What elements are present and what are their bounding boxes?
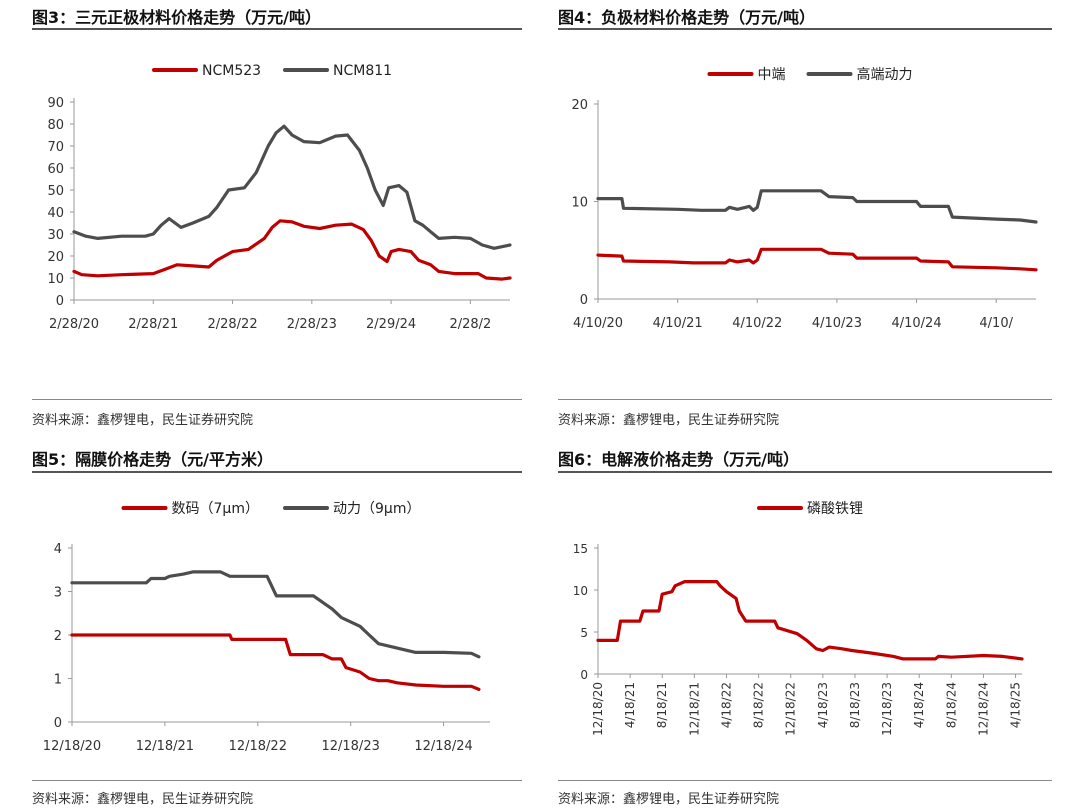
legend-label: 数码（7μm）: [172, 501, 259, 517]
series-line: [596, 580, 1024, 661]
x-tick-label: 4/18/23: [816, 682, 830, 728]
x-tick-label: 12/18/24: [976, 682, 990, 736]
title-divider: [32, 28, 522, 30]
y-tick-label: 10: [571, 196, 588, 211]
x-tick-label: 2/29/24: [366, 317, 416, 332]
series-line: [596, 189, 1038, 224]
series-line: [72, 219, 512, 281]
x-tick-label: 4/18/22: [719, 682, 733, 728]
x-tick-label: 12/18/22: [229, 739, 287, 754]
fig6-chart: 0 5 10 15 12/18/20 4/18/21 8/18/21 12/18/21 4/18…: [573, 501, 1024, 736]
y-tick-label: 80: [47, 118, 64, 133]
source-divider: [558, 780, 1052, 781]
fig5-panel: 图5：隔膜价格走势（元/平方米） 0 1 2 3 4 12/18/20 12/18/21 12…: [32, 440, 522, 810]
x-tick-label: 12/18/20: [43, 739, 101, 754]
y-tick-label: 4: [54, 542, 62, 557]
y-tick-label: 2: [54, 629, 62, 644]
source-note: 资料来源：鑫椤锂电，民生证券研究院: [32, 413, 254, 428]
legend-label: 磷酸铁锂: [807, 501, 863, 517]
chart-title: 图3：三元正极材料价格走势（万元/吨）: [32, 8, 321, 27]
legend-label: NCM811: [333, 63, 392, 79]
fig6-panel: 图6：电解液价格走势（万元/吨） 0 5 10 15 12/18/20 4/18/21 8/…: [558, 440, 1052, 810]
y-tick-label: 15: [573, 542, 588, 556]
source-note: 资料来源：鑫椤锂电，民生证券研究院: [558, 413, 780, 428]
x-tick-label: 8/18/22: [752, 682, 766, 728]
x-tick-label: 4/18/25: [1009, 682, 1023, 728]
y-tick-label: 40: [47, 206, 64, 221]
x-tick-label: 4/10/20: [573, 316, 623, 331]
fig5-chart: 0 1 2 3 4 12/18/20 12/18/21 12/18/22 12/18/23 12/…: [43, 501, 490, 754]
y-tick-label: 50: [47, 184, 64, 199]
y-tick-label: 1: [54, 673, 62, 688]
fig4-chart: 0 10 20 4/10/20 4/10/21 4/10/22 4/10/23 4/10/24…: [571, 66, 1038, 331]
y-tick-label: 0: [580, 293, 588, 308]
x-tick-label: 2/28/22: [207, 317, 257, 332]
x-tick-label: 8/18/21: [655, 682, 669, 728]
y-tick-label: 60: [47, 162, 64, 177]
series-line: [596, 247, 1038, 272]
x-tick-label: 4/18/24: [912, 682, 926, 728]
fig4-panel: 图4：负极材料价格走势（万元/吨） 0 10 20 4/10/20 4/10/21 4/1…: [558, 0, 1052, 430]
x-tick-label: 4/10/24: [891, 316, 941, 331]
x-tick-label: 4/18/21: [623, 682, 637, 728]
x-tick-label: 12/18/21: [687, 682, 701, 736]
y-tick-label: 20: [47, 250, 64, 265]
title-divider: [558, 471, 1052, 473]
x-tick-label: 2/28/20: [49, 317, 99, 332]
source-note: 资料来源：鑫椤锂电，民生证券研究院: [32, 792, 254, 807]
x-tick-label: 4/10/23: [812, 316, 862, 331]
x-tick-label: 12/18/22: [784, 682, 798, 736]
chart-title: 图6：电解液价格走势（万元/吨）: [558, 450, 799, 469]
legend-label: 中端: [758, 67, 786, 83]
x-tick-label: 4/10/22: [732, 316, 782, 331]
y-tick-label: 20: [571, 98, 588, 113]
x-tick-label: 2/28/23: [287, 317, 337, 332]
source-divider: [558, 399, 1052, 400]
x-tick-label: 8/18/24: [944, 682, 958, 728]
x-tick-label: 2/28/21: [128, 317, 178, 332]
x-tick-label: 12/18/20: [591, 682, 605, 736]
y-tick-label: 5: [580, 626, 588, 640]
chart-title: 图4：负极材料价格走势（万元/吨）: [558, 8, 815, 27]
source-note: 资料来源：鑫椤锂电，民生证券研究院: [558, 792, 780, 807]
source-divider: [32, 780, 522, 781]
legend-label: 动力（9μm）: [333, 501, 420, 517]
x-tick-label: 12/18/23: [880, 682, 894, 736]
y-tick-label: 10: [573, 584, 588, 598]
y-tick-label: 0: [54, 716, 62, 731]
x-tick-label: 12/18/21: [136, 739, 194, 754]
series-line: [70, 570, 481, 659]
x-tick-label: 2/28/2: [449, 317, 491, 332]
title-divider: [32, 471, 522, 473]
x-tick-label: 8/18/23: [848, 682, 862, 728]
x-tick-label: 12/18/23: [321, 739, 379, 754]
chart-title: 图5：隔膜价格走势（元/平方米）: [32, 450, 273, 469]
y-tick-label: 0: [580, 668, 588, 682]
x-tick-label: 4/10/21: [653, 316, 703, 331]
y-tick-label: 10: [47, 272, 64, 287]
y-tick-label: 3: [54, 586, 62, 601]
fig3-panel: 图3：三元正极材料价格走势（万元/吨） 0 10 20 30 40 50 60 70 80 90 2…: [32, 0, 522, 430]
y-tick-label: 0: [56, 294, 64, 309]
source-divider: [32, 399, 522, 400]
y-tick-label: 30: [47, 228, 64, 243]
legend-label: NCM523: [202, 63, 261, 79]
series-line: [70, 633, 481, 691]
title-divider: [558, 28, 1052, 30]
y-tick-label: 70: [47, 140, 64, 155]
y-tick-label: 90: [47, 96, 64, 111]
x-tick-label: 12/18/24: [414, 739, 472, 754]
x-tick-label: 4/10/: [979, 316, 1013, 331]
legend-label: 高端动力: [857, 66, 913, 83]
series-line: [72, 124, 512, 250]
